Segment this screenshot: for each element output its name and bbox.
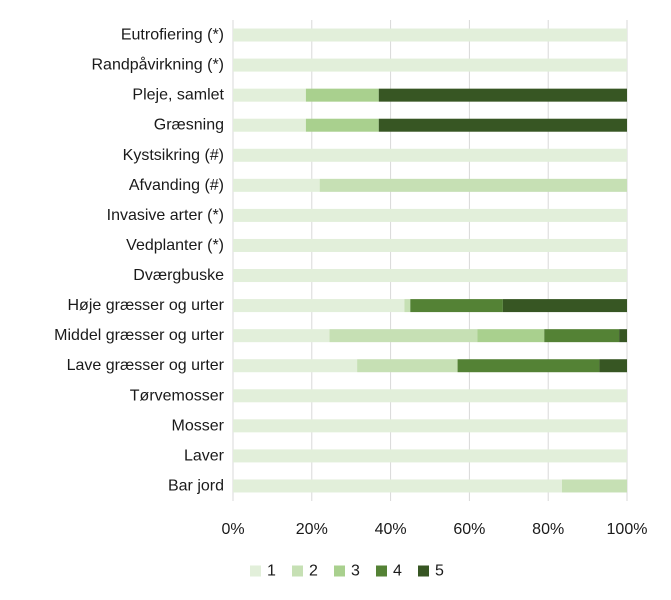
x-tick-label: 60%	[453, 521, 485, 538]
category-label: Bar jord	[168, 477, 224, 494]
category-label: Laver	[184, 447, 225, 464]
bar-segment	[233, 449, 627, 463]
legend-label: 2	[309, 563, 318, 580]
legend-label: 1	[267, 563, 276, 580]
category-label: Middel græsser og urter	[54, 327, 225, 344]
bar-segment	[233, 148, 627, 162]
bar-segment	[378, 88, 627, 102]
bar-segment	[378, 118, 627, 132]
category-label: Invasive arter (*)	[107, 207, 224, 224]
bar-segment	[357, 359, 458, 373]
bar-segment	[233, 329, 330, 343]
bar-segment	[233, 28, 627, 42]
x-tick-label: 0%	[221, 521, 244, 538]
category-label: Pleje, samlet	[132, 87, 224, 104]
bar-segment	[233, 238, 627, 252]
x-tick-label: 80%	[532, 521, 564, 538]
legend-swatch	[334, 565, 345, 577]
x-tick-label: 100%	[607, 521, 648, 538]
bar-segment	[233, 389, 627, 403]
bar-segment	[410, 299, 503, 313]
bar-area	[233, 28, 627, 493]
bar-segment	[502, 299, 627, 313]
bar-segment	[544, 329, 620, 343]
bar-segment	[319, 178, 627, 192]
bar-segment	[233, 118, 306, 132]
legend: 1 2 3 4 5	[250, 563, 444, 580]
category-label: Eutrofiering (*)	[121, 27, 224, 44]
bar-segment	[305, 118, 379, 132]
legend-swatch	[376, 565, 387, 577]
category-label: Vedplanter (*)	[126, 237, 224, 254]
category-label: Græsning	[154, 117, 224, 134]
bar-segment	[233, 269, 627, 283]
category-label: Lave græsser og urter	[67, 357, 225, 374]
category-label: Afvanding (#)	[129, 177, 224, 194]
bar-segment	[457, 359, 600, 373]
bar-segment	[233, 479, 562, 493]
legend-label: 5	[435, 563, 444, 580]
bar-segment	[561, 479, 627, 493]
category-label: Tørvemosser	[130, 387, 225, 404]
bar-segment	[599, 359, 627, 373]
bar-segment	[619, 329, 627, 343]
bar-segment	[233, 88, 306, 102]
x-tick-label: 20%	[296, 521, 328, 538]
bar-segment	[233, 419, 627, 433]
category-label: Høje græsser og urter	[68, 297, 225, 314]
category-label: Randpåvirkning (*)	[91, 56, 224, 74]
bar-segment	[233, 178, 320, 192]
bar-segment	[477, 329, 545, 343]
x-axis-ticks: 0% 20% 40% 60% 80% 100%	[221, 521, 647, 538]
bar-segment	[233, 299, 405, 313]
bar-segment	[233, 58, 627, 72]
legend-swatch	[250, 565, 261, 577]
x-tick-label: 40%	[375, 521, 407, 538]
bar-segment	[305, 88, 379, 102]
legend-label: 4	[393, 563, 402, 580]
bar-segment	[404, 299, 411, 313]
bar-segment	[329, 329, 478, 343]
bar-segment	[233, 359, 358, 373]
legend-swatch	[418, 565, 429, 577]
category-label: Mosser	[172, 417, 225, 434]
legend-swatch	[292, 565, 303, 577]
category-label: Kystsikring (#)	[123, 147, 224, 164]
category-labels: Eutrofiering (*) Randpåvirkning (*) Pleje,…	[54, 27, 225, 495]
category-label: Dværgbuske	[133, 267, 224, 284]
bar-segment	[233, 208, 627, 222]
legend-label: 3	[351, 563, 360, 580]
